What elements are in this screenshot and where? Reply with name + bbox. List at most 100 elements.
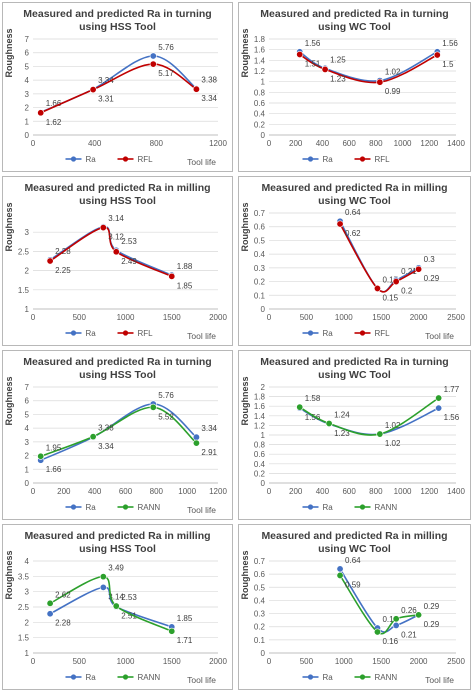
data-label: 3.34: [201, 424, 217, 433]
data-label: 1.85: [177, 281, 193, 290]
x-tick-label: 200: [289, 487, 303, 496]
x-tick-label: 500: [300, 313, 314, 322]
y-tick-label: 0.7: [254, 209, 266, 218]
chart-svg-4: Measured and predicted Ra in millingusin…: [240, 182, 465, 341]
legend-marker-ra: [70, 330, 77, 336]
chart-panel-1: Measured and predicted Ra in turning usin…: [2, 2, 233, 172]
y-tick-label: 7: [25, 383, 30, 392]
data-label: 1.02: [385, 421, 401, 430]
x-tick-label: 1500: [372, 657, 390, 666]
legend-marker-ra: [307, 156, 314, 162]
legend-marker-ra: [307, 674, 314, 680]
data-label: 1.23: [330, 74, 346, 83]
data-point-rfl: [376, 78, 384, 86]
y-tick-label: 0: [261, 305, 266, 314]
x-axis-label: Tool life: [187, 331, 216, 341]
legend-marker-ra: [70, 156, 77, 162]
chart-title: using WC Tool: [318, 21, 391, 33]
y-tick-label: 0.3: [254, 264, 266, 273]
data-label: 0.99: [385, 87, 401, 96]
chart-svg-1: Measured and predicted Ra in turningusin…: [4, 8, 227, 167]
x-tick-label: 0: [31, 487, 36, 496]
data-label: 0.59: [345, 580, 361, 589]
y-tick-label: 0.6: [254, 99, 266, 108]
x-tick-label: 800: [369, 139, 383, 148]
y-tick-label: 4: [25, 424, 30, 433]
legend-label: Ra: [86, 329, 97, 338]
series-line-rfl: [339, 223, 419, 293]
data-label: 3.14: [108, 214, 124, 223]
data-point-rfl: [37, 109, 45, 117]
legend-marker-rfl: [122, 330, 129, 336]
legend-label: Ra: [86, 503, 97, 512]
y-tick-label: 1: [25, 465, 30, 474]
data-label: 0.29: [424, 602, 440, 611]
data-label: 3.34: [201, 94, 217, 103]
x-tick-label: 800: [150, 487, 164, 496]
x-tick-label: 2500: [447, 313, 465, 322]
x-tick-label: 0: [267, 313, 272, 322]
legend-label: RANN: [138, 503, 161, 512]
y-tick-label: 1.6: [254, 402, 266, 411]
data-point-rfl: [415, 265, 423, 273]
data-label: 2.53: [121, 237, 137, 246]
y-axis-label: Roughness: [240, 376, 250, 425]
legend-label: RFL: [375, 329, 391, 338]
y-tick-label: 0.4: [254, 110, 266, 119]
y-tick-label: 0.6: [254, 570, 266, 579]
data-label: 1.51: [305, 59, 321, 68]
data-point-rfl: [149, 60, 157, 68]
y-tick-label: 1.6: [254, 46, 266, 55]
legend-marker-ra: [70, 504, 77, 510]
data-label: 1.95: [46, 443, 62, 452]
data-label: 1.77: [444, 385, 460, 394]
data-point-rfl: [112, 248, 120, 256]
x-tick-label: 1000: [178, 487, 196, 496]
y-tick-label: 2: [25, 267, 30, 276]
chart-panel-6: Measured and predicted Ra in turning usin…: [238, 350, 471, 520]
legend-label: RFL: [375, 155, 391, 164]
data-label: 0.16: [382, 637, 398, 646]
chart-panel-8: Measured and predicted Ra in milling usin…: [238, 524, 471, 690]
x-tick-label: 0: [31, 139, 36, 148]
x-tick-label: 1400: [447, 487, 465, 496]
x-tick-label: 0: [267, 139, 272, 148]
y-tick-label: 1.8: [254, 393, 266, 402]
chart-title: using HSS Tool: [79, 195, 156, 207]
data-label: 0.15: [382, 275, 398, 284]
y-tick-label: 1.2: [254, 421, 266, 430]
y-tick-label: 1: [261, 78, 266, 87]
data-point-ra: [336, 565, 344, 573]
data-label: 0.21: [401, 267, 417, 276]
data-point-rfl: [392, 278, 400, 286]
chart-title: Measured and predicted Ra in milling: [24, 182, 210, 194]
x-tick-label: 2500: [447, 657, 465, 666]
series-line-rann: [49, 575, 173, 632]
y-tick-label: 1: [261, 431, 266, 440]
data-label: 1.88: [177, 262, 193, 271]
legend-marker-rfl: [359, 330, 366, 336]
y-axis-label: Roughness: [4, 550, 14, 599]
legend-label: Ra: [323, 329, 334, 338]
y-tick-label: 0.2: [254, 623, 266, 632]
x-tick-label: 1500: [372, 313, 390, 322]
y-tick-label: 0.5: [254, 236, 266, 245]
data-label: 1.56: [305, 413, 321, 422]
legend-marker-rfl: [122, 156, 129, 162]
legend-label: RANN: [138, 673, 161, 682]
data-point-rann: [112, 602, 120, 610]
legend-label: RFL: [138, 155, 154, 164]
data-label: 3.31: [98, 95, 114, 104]
y-tick-label: 0.6: [254, 223, 266, 232]
data-label: 0.21: [401, 630, 417, 639]
data-point-rann: [192, 439, 200, 447]
data-point-rfl: [373, 284, 381, 292]
x-tick-label: 200: [289, 139, 303, 148]
x-tick-label: 2000: [209, 657, 227, 666]
data-point-rfl: [99, 224, 107, 232]
data-point-rfl: [192, 85, 200, 93]
chart-title: using WC Tool: [318, 543, 391, 555]
y-axis-label: Roughness: [4, 202, 14, 251]
data-point-rfl: [433, 51, 441, 59]
chart-title: using HSS Tool: [79, 21, 156, 33]
